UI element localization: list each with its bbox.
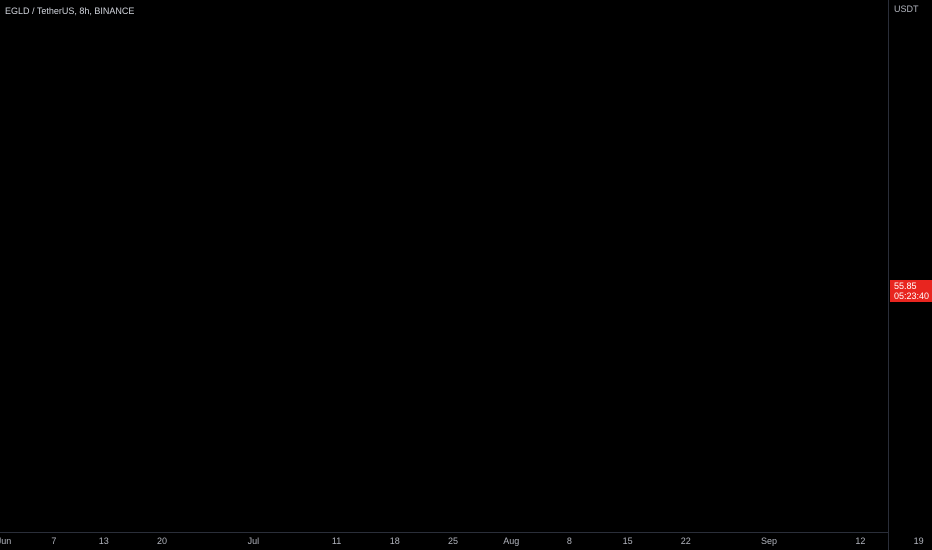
- x-tick-label: 22: [681, 536, 691, 546]
- x-tick-label: Aug: [503, 536, 519, 546]
- symbol-label[interactable]: EGLD / TetherUS, 8h, BINANCE: [5, 6, 134, 16]
- x-tick-label: 12: [855, 536, 865, 546]
- x-tick-label: Sep: [761, 536, 777, 546]
- x-tick-label: 11: [332, 536, 341, 546]
- x-tick-label: 20: [157, 536, 167, 546]
- time-axis[interactable]: Jun 7 13 20 Jul 11 18 25 Aug 8 15 22 Sep 12 19: [0, 536, 924, 546]
- x-tick-label: 19: [914, 536, 924, 546]
- x-tick-label: Jun: [0, 536, 11, 546]
- x-tick-label: 25: [448, 536, 458, 546]
- x-tick-label: 8: [567, 536, 572, 546]
- x-tick-label: 13: [99, 536, 109, 546]
- bar-countdown: 05:23:40: [894, 291, 929, 301]
- x-tick-label: 18: [390, 536, 400, 546]
- current-price-badge-bg: [890, 280, 932, 302]
- x-tick-label: 15: [623, 536, 633, 546]
- x-tick-label: 7: [51, 536, 56, 546]
- price-axis-unit: USDT: [894, 4, 919, 14]
- current-price-badge: 55.85 05:23:40: [890, 280, 932, 302]
- current-price: 55.85: [894, 281, 917, 291]
- x-tick-label: Jul: [248, 536, 260, 546]
